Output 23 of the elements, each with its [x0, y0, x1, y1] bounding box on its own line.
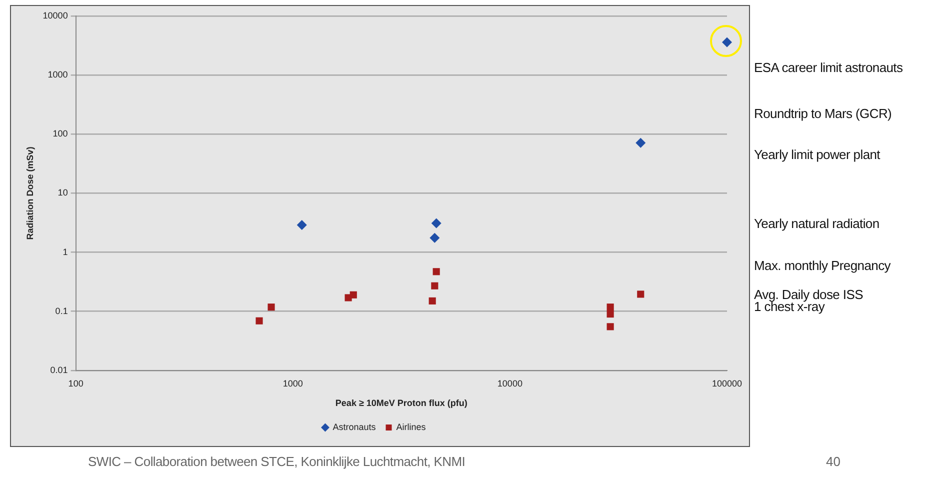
legend-label: Astronauts [332, 422, 376, 432]
text: Yearly natural radiation [754, 216, 880, 231]
y-axis-title: Radiation Dose (mSv) [24, 146, 35, 240]
y-tick-label: 10000 [42, 10, 68, 20]
y-tick-label: 100 [52, 128, 68, 139]
legend-label: Airlines [396, 422, 426, 432]
x-tick-label: 100 [68, 378, 84, 388]
text: Max. monthly Pregnancy [754, 258, 890, 273]
text: Yearly limit power plant [754, 147, 880, 162]
x-tick-label: 10000 [497, 378, 522, 388]
x-tick-label: 1000 [282, 378, 303, 388]
y-tick-label: 10 [58, 188, 68, 198]
y-tick-label: 0.1 [55, 306, 68, 316]
text: Avg. Daily dose ISS 1 chest x-ray [754, 287, 863, 314]
text: SWIC – Collaboration between STCE, Koninklijke Luchtmacht, KNMI [88, 454, 466, 469]
y-tick-label: 1 [62, 246, 68, 257]
text: ESA career limit astronauts [754, 60, 903, 75]
y-tick-label: 1000 [48, 70, 68, 80]
text: Roundtrip to Mars (GCR) [754, 106, 892, 121]
x-tick-label: 100000 [712, 378, 742, 388]
text: 40 [826, 454, 840, 469]
x-axis-title: Peak ≥ 10MeV Proton flux (pfu) [335, 398, 468, 408]
y-tick-label: 0.01 [50, 364, 68, 375]
